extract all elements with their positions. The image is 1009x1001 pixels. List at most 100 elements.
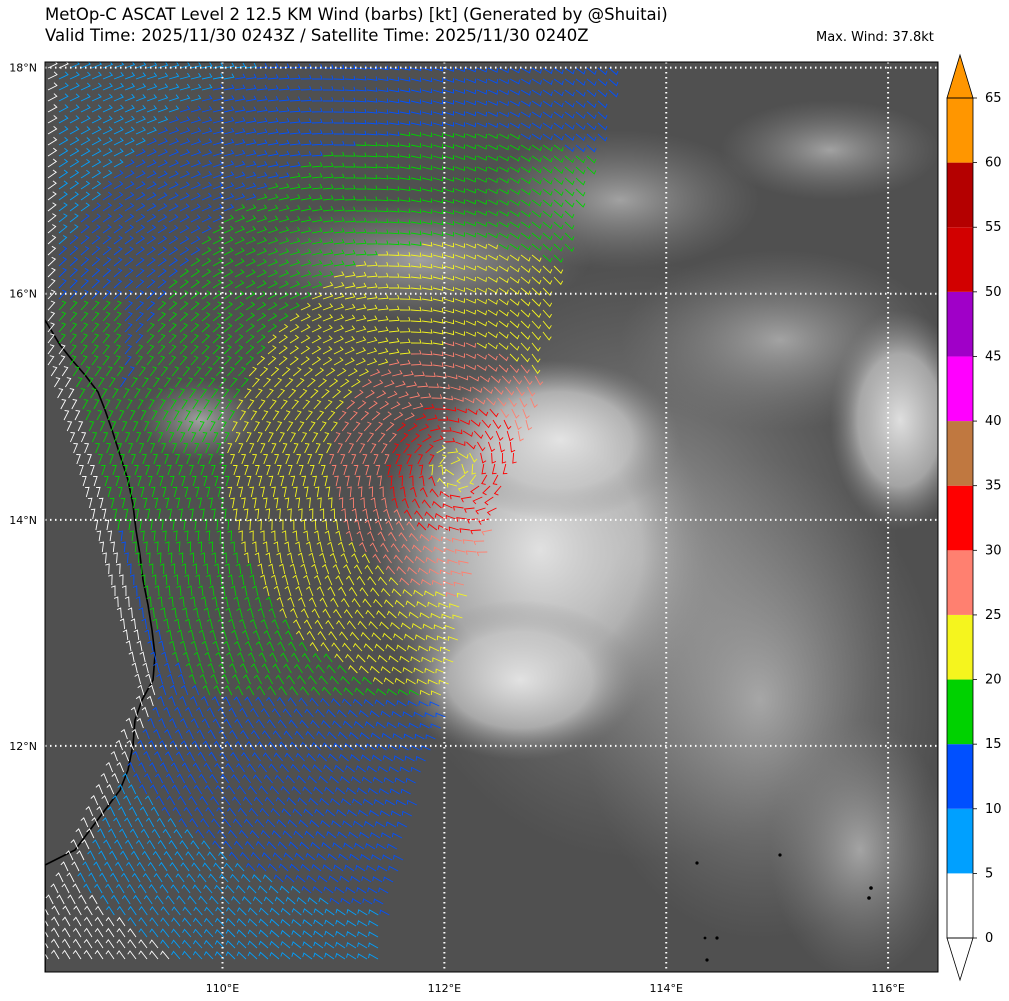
wind-barb <box>58 267 67 278</box>
wind-barb <box>137 739 145 751</box>
wind-barb <box>227 574 234 586</box>
wind-barb <box>146 192 157 201</box>
wind-barb <box>146 105 158 113</box>
wind-barb <box>135 300 145 311</box>
wind-barb <box>399 109 411 115</box>
wind-barb <box>498 166 509 173</box>
wind-barb <box>421 339 433 345</box>
wind-barb <box>294 663 303 674</box>
wind-barb <box>226 366 235 377</box>
wind-barb <box>256 280 267 289</box>
wind-barb <box>324 919 335 927</box>
wind-barb <box>240 851 250 861</box>
wind-barb <box>257 563 264 575</box>
wind-barb <box>135 344 144 355</box>
wind-barb <box>411 433 420 443</box>
wind-barb <box>333 162 345 168</box>
wind-barb <box>324 908 335 916</box>
wind-barb <box>434 405 446 410</box>
wind-barb <box>277 465 282 476</box>
wind-barb <box>201 333 211 344</box>
wind-barb <box>69 180 80 190</box>
wind-barb <box>79 388 86 399</box>
wind-barb <box>131 377 138 388</box>
wind-barb <box>241 752 250 762</box>
wind-barb <box>253 674 262 685</box>
wind-barb <box>249 618 258 630</box>
wind-barb <box>189 552 194 563</box>
wind-barb <box>368 953 379 960</box>
wind-barb <box>311 248 323 256</box>
wind-barb <box>267 291 278 300</box>
wind-barb <box>372 876 383 883</box>
wind-barb <box>50 883 59 894</box>
wind-barb <box>212 116 224 124</box>
wind-barb <box>69 62 80 69</box>
wind-barb <box>399 251 411 257</box>
wind-barb <box>418 645 429 652</box>
wind-barb <box>452 614 463 620</box>
wind-barb <box>179 192 190 201</box>
wind-barb <box>597 89 608 98</box>
wind-barb <box>396 821 408 828</box>
wind-barb <box>212 171 224 179</box>
wind-barb <box>65 377 72 388</box>
wind-barb <box>460 496 472 503</box>
wind-barb <box>207 729 216 740</box>
wind-barb <box>456 408 467 414</box>
wind-barb <box>388 262 400 267</box>
wind-barb <box>407 700 418 707</box>
wind-barb <box>239 410 247 421</box>
wind-barb <box>225 884 235 894</box>
wind-barb <box>355 185 367 190</box>
wind-barb <box>243 818 254 828</box>
wind-barb <box>252 774 262 784</box>
wind-barb <box>352 698 363 707</box>
wind-barb <box>498 188 509 195</box>
wind-barb <box>377 305 389 311</box>
wind-barb <box>291 952 302 960</box>
wind-barb <box>286 674 295 685</box>
wind-barb <box>373 898 384 905</box>
wind-barb <box>209 895 219 905</box>
wind-barb <box>213 862 223 872</box>
wind-barb <box>80 126 91 135</box>
wind-barb <box>186 377 194 388</box>
wind-barb <box>575 188 586 197</box>
wind-barb <box>355 347 367 355</box>
wind-barb <box>356 196 367 201</box>
wind-barb <box>206 574 212 586</box>
wind-barb <box>467 518 478 524</box>
wind-barb <box>498 100 509 107</box>
wind-barb <box>298 819 309 828</box>
wind-barb <box>293 443 299 454</box>
wind-barb <box>514 419 522 431</box>
wind-barb <box>586 133 597 142</box>
wind-barb <box>298 697 308 707</box>
wind-barb <box>256 95 268 102</box>
wind-barb <box>281 574 289 586</box>
wind-barb <box>168 344 177 355</box>
wind-barb <box>417 454 424 465</box>
wind-barb <box>422 545 433 553</box>
wind-barb <box>523 375 533 386</box>
wind-barb <box>223 301 233 311</box>
wind-barb <box>239 663 248 674</box>
wind-barb <box>223 840 233 850</box>
wind-barb <box>432 88 444 94</box>
wind-barb <box>211 388 219 399</box>
wind-barb <box>360 497 365 509</box>
wind-barb <box>47 169 57 179</box>
wind-barb <box>245 193 257 201</box>
wind-barb <box>164 662 171 674</box>
wind-barb <box>313 930 324 938</box>
wind-barb <box>359 542 367 553</box>
wind-barb <box>113 115 124 124</box>
wind-barb <box>125 861 135 872</box>
wind-barb <box>256 161 268 168</box>
wind-barb <box>102 93 113 102</box>
latitude-label: 16°N <box>9 288 37 301</box>
wind-barb <box>208 377 216 388</box>
wind-barb <box>428 454 435 465</box>
wind-barb <box>224 685 233 696</box>
